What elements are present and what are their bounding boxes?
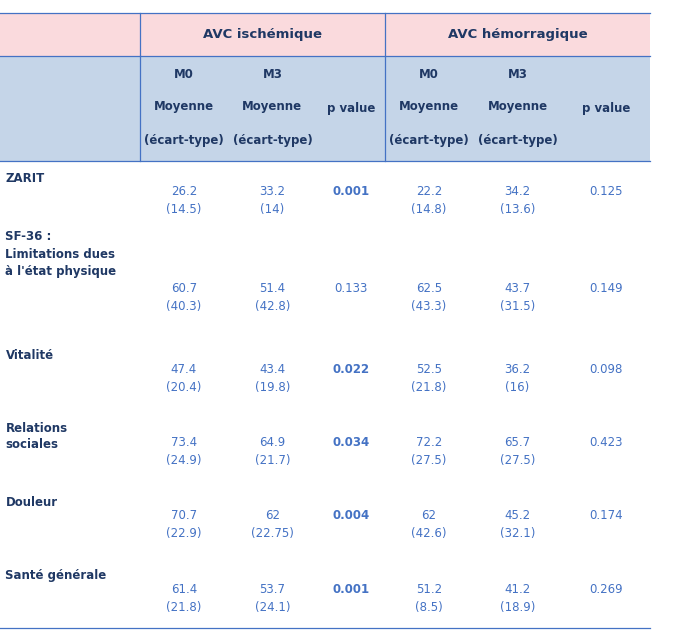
Bar [0, 161, 650, 224]
Text: 45.2
(32.1): 45.2 (32.1) [500, 510, 535, 540]
Text: 0.133: 0.133 [334, 282, 368, 294]
Text: Moyenne: Moyenne [154, 100, 214, 113]
Text: sociales: sociales [5, 438, 59, 452]
Text: 62.5
(43.3): 62.5 (43.3) [411, 282, 447, 313]
Text: 0.001: 0.001 [332, 583, 369, 596]
Text: p value: p value [326, 102, 375, 115]
Text: 53.7
(24.1): 53.7 (24.1) [255, 583, 290, 613]
Text: Limitations dues: Limitations dues [5, 248, 116, 261]
Text: 43.7
(31.5): 43.7 (31.5) [500, 282, 535, 313]
Text: 0.149: 0.149 [589, 282, 623, 294]
Text: 36.2
(16): 36.2 (16) [505, 363, 530, 394]
Text: M0: M0 [419, 68, 439, 82]
Bar [0, 56, 650, 161]
Text: 0.269: 0.269 [589, 583, 623, 596]
Bar [0, 224, 650, 335]
Text: 0.423: 0.423 [589, 436, 623, 449]
Text: 34.2
(13.6): 34.2 (13.6) [500, 185, 535, 216]
Text: 0.034: 0.034 [332, 436, 369, 449]
Text: ZARIT: ZARIT [5, 172, 45, 185]
Text: 0.004: 0.004 [332, 510, 369, 522]
Bar [0, 482, 650, 555]
Text: SF-36 :: SF-36 : [5, 231, 52, 243]
Text: 52.5
(21.8): 52.5 (21.8) [411, 363, 447, 394]
Text: M3: M3 [507, 68, 528, 82]
Text: Relations: Relations [5, 422, 67, 435]
Text: 64.9
(21.7): 64.9 (21.7) [255, 436, 290, 467]
Bar [0, 408, 650, 482]
Text: (écart-type): (écart-type) [144, 134, 224, 147]
Text: 0.174: 0.174 [589, 510, 623, 522]
Text: 33.2
(14): 33.2 (14) [259, 185, 285, 216]
Text: 65.7
(27.5): 65.7 (27.5) [500, 436, 535, 467]
Text: Douleur: Douleur [5, 496, 58, 508]
Text: (écart-type): (écart-type) [232, 134, 313, 147]
Text: 0.022: 0.022 [332, 363, 369, 376]
Text: (écart-type): (écart-type) [389, 134, 469, 147]
Text: Moyenne: Moyenne [488, 100, 548, 113]
Text: 43.4
(19.8): 43.4 (19.8) [255, 363, 290, 394]
Text: Vitalité: Vitalité [5, 349, 54, 362]
Text: 22.2
(14.8): 22.2 (14.8) [411, 185, 447, 216]
Bar [0, 13, 650, 56]
Text: M0: M0 [174, 68, 194, 82]
Text: M3: M3 [262, 68, 283, 82]
Text: (écart-type): (écart-type) [477, 134, 558, 147]
Text: 0.098: 0.098 [589, 363, 623, 376]
Text: 60.7
(40.3): 60.7 (40.3) [166, 282, 202, 313]
Text: AVC hémorragique: AVC hémorragique [447, 28, 588, 41]
Text: 73.4
(24.9): 73.4 (24.9) [166, 436, 202, 467]
Text: 61.4
(21.8): 61.4 (21.8) [166, 583, 202, 613]
Text: Santé générale: Santé générale [5, 569, 107, 582]
Text: 62
(42.6): 62 (42.6) [411, 510, 447, 540]
Text: 62
(22.75): 62 (22.75) [251, 510, 294, 540]
Text: 70.7
(22.9): 70.7 (22.9) [166, 510, 202, 540]
Text: à l'état physique: à l'état physique [5, 265, 116, 278]
Bar [0, 555, 650, 628]
Text: 47.4
(20.4): 47.4 (20.4) [166, 363, 202, 394]
Text: 26.2
(14.5): 26.2 (14.5) [166, 185, 202, 216]
Text: 0.001: 0.001 [332, 185, 369, 198]
Text: 41.2
(18.9): 41.2 (18.9) [500, 583, 535, 613]
Text: 51.4
(42.8): 51.4 (42.8) [255, 282, 290, 313]
Text: AVC ischémique: AVC ischémique [203, 28, 321, 41]
Text: p value: p value [582, 102, 631, 115]
Bar [0, 335, 650, 408]
Text: Moyenne: Moyenne [242, 100, 302, 113]
Text: Moyenne: Moyenne [399, 100, 459, 113]
Text: 72.2
(27.5): 72.2 (27.5) [411, 436, 447, 467]
Text: 0.125: 0.125 [589, 185, 623, 198]
Text: 51.2
(8.5): 51.2 (8.5) [415, 583, 443, 613]
